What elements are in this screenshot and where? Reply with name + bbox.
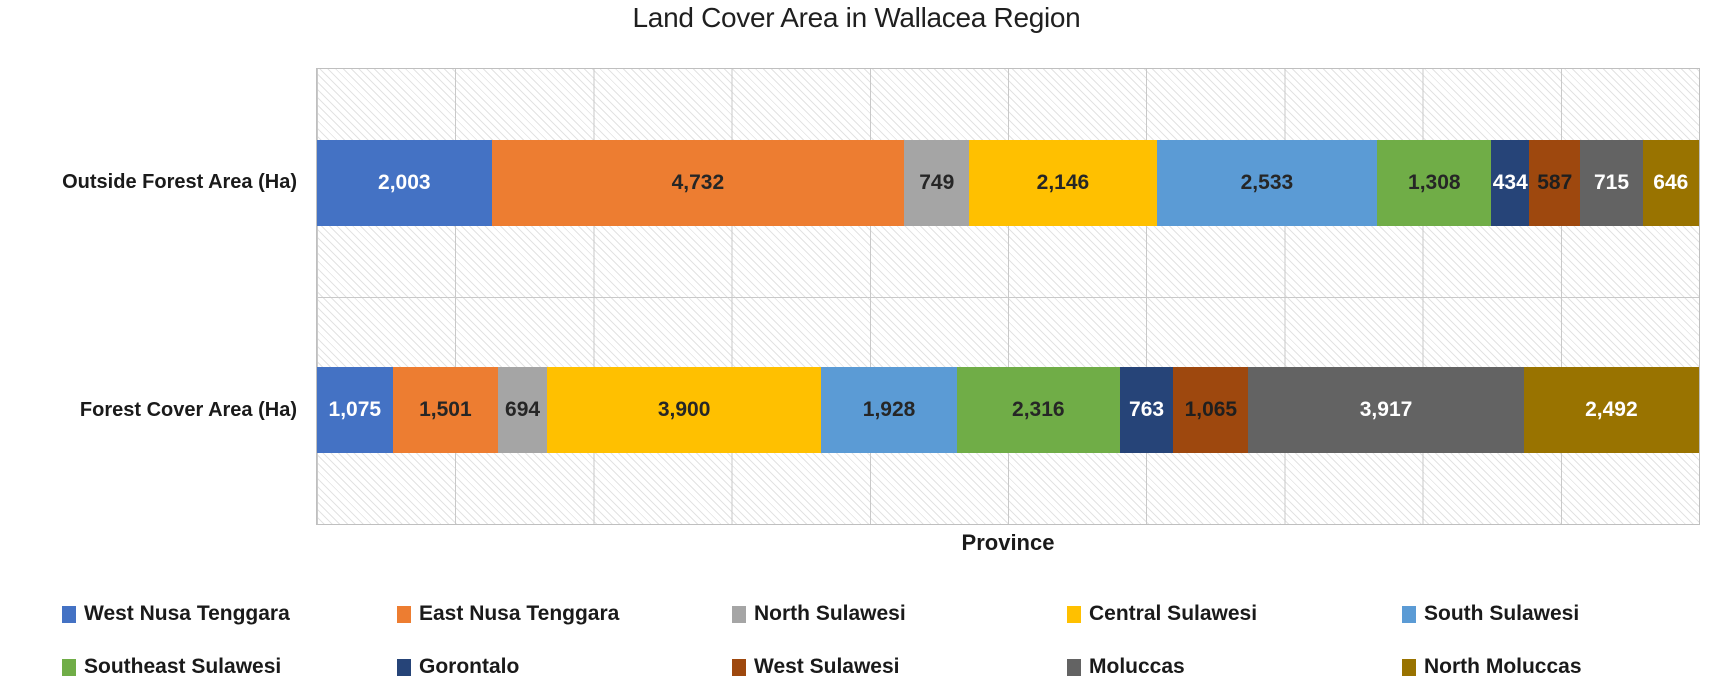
category-separator-gridline [317, 296, 1699, 298]
data-label: 646 [1653, 170, 1689, 194]
legend-item-moluccas: Moluccas [1067, 653, 1402, 681]
legend-swatch-icon [62, 658, 76, 676]
legend-swatch-icon [1067, 605, 1081, 623]
data-label: 2,316 [1012, 398, 1065, 422]
legend-item-gorontalo: Gorontalo [397, 653, 732, 681]
legend-swatch-icon [732, 605, 746, 623]
legend-item-east-nusa-tenggara: East Nusa Tenggara [397, 600, 732, 628]
legend-item-north-moluccas: North Moluccas [1402, 653, 1713, 681]
legend-label: Southeast Sulawesi [84, 655, 282, 678]
data-label: 2,533 [1240, 170, 1294, 194]
bar-segment-north-moluccas: 646 [1642, 139, 1699, 226]
bar-segment-central-sulawesi: 2,146 [969, 139, 1157, 226]
data-label: 1,928 [862, 398, 916, 422]
legend-label: Gorontalo [419, 655, 520, 678]
bar-segment-gorontalo: 763 [1119, 367, 1174, 454]
bar-segment-west-nusa-tenggara: 2,003 [317, 139, 492, 226]
category-label-forest-cover-area-ha-: Forest Cover Area (Ha) [79, 399, 297, 422]
bar-segment-east-nusa-tenggara: 4,732 [491, 139, 905, 226]
data-label: 2,146 [1036, 170, 1090, 194]
bar-row-outside-forest-area-ha-: 2,003 4,732 749 2,146 2,533 1,308 434 587 715 646 [317, 69, 1699, 297]
legend-label: Central Sulawesi [1089, 602, 1258, 625]
legend-swatch-icon [1402, 605, 1416, 623]
bar-segment-north-sulawesi: 694 [498, 367, 547, 454]
legend-label: East Nusa Tenggara [419, 602, 620, 625]
data-label: 3,900 [657, 398, 711, 422]
data-label: 1,308 [1408, 170, 1461, 194]
legend-item-west-sulawesi: West Sulawesi [732, 653, 1067, 681]
data-label: 2,492 [1585, 398, 1638, 422]
legend-label: North Sulawesi [754, 602, 906, 625]
legend-swatch-icon [397, 605, 411, 623]
legend-item-south-sulawesi: South Sulawesi [1402, 600, 1713, 628]
data-label: 715 [1593, 170, 1630, 194]
bar-segment-west-sulawesi: 1,065 [1173, 367, 1249, 454]
bar-segment-central-sulawesi: 3,900 [546, 367, 822, 454]
data-label: 3,917 [1359, 398, 1413, 422]
data-label: 1,501 [419, 398, 472, 422]
legend-swatch-icon [397, 658, 411, 676]
bar-segment-north-sulawesi: 749 [904, 139, 970, 226]
legend-label: North Moluccas [1424, 655, 1582, 678]
bar-segment-moluccas: 715 [1580, 139, 1643, 226]
legend-label: West Sulawesi [754, 655, 900, 678]
legend-label: West Nusa Tenggara [84, 602, 290, 625]
data-label: 434 [1492, 170, 1528, 194]
legend-label: Moluccas [1089, 655, 1185, 678]
legend-swatch-icon [1067, 658, 1081, 676]
data-label: 4,732 [671, 170, 725, 194]
bar-row-forest-cover-area-ha-: 1,075 1,501 694 3,900 1,928 2,316 763 1,065 3,91… [317, 297, 1700, 525]
bar-segment-moluccas: 3,917 [1248, 367, 1524, 454]
plot-area: 2,003 4,732 749 2,146 2,533 1,308 434 587 715 646… [316, 68, 1700, 525]
bar-segment-south-sulawesi: 1,928 [821, 367, 957, 454]
legend-item-west-nusa-tenggara: West Nusa Tenggara [62, 600, 397, 628]
legend-item-southeast-sulawesi: Southeast Sulawesi [62, 653, 397, 681]
bar-segment-south-sulawesi: 2,533 [1156, 139, 1378, 226]
data-label: 587 [1537, 170, 1573, 194]
bar-segment-east-nusa-tenggara: 1,501 [392, 367, 499, 454]
legend-swatch-icon [732, 658, 746, 676]
legend-swatch-icon [62, 605, 76, 623]
bar-segment-west-nusa-tenggara: 1,075 [317, 367, 393, 454]
data-label: 1,075 [328, 398, 382, 422]
bar-segment-gorontalo: 434 [1491, 139, 1530, 226]
bar-segment-southeast-sulawesi: 1,308 [1377, 139, 1492, 226]
data-label: 2,003 [378, 170, 431, 194]
bar-segment-southeast-sulawesi: 2,316 [956, 367, 1120, 454]
legend-item-north-sulawesi: North Sulawesi [732, 600, 1067, 628]
legend-item-central-sulawesi: Central Sulawesi [1067, 600, 1402, 628]
data-label: 749 [919, 170, 955, 194]
category-label-outside-forest-area-ha-: Outside Forest Area (Ha) [62, 170, 297, 193]
x-axis-title: Province [961, 530, 1055, 555]
category-axis: Outside Forest Area (Ha) Forest Cover Are… [0, 68, 306, 525]
chart-title: Land Cover Area in Wallacea Region [632, 2, 1081, 33]
legend-label: South Sulawesi [1424, 602, 1580, 625]
data-label: 763 [1129, 398, 1165, 422]
bar-segment-west-sulawesi: 587 [1529, 139, 1581, 226]
legend-swatch-icon [1402, 658, 1416, 676]
bar-segment-north-moluccas: 2,492 [1523, 367, 1700, 454]
stacked-bar-outside-forest-area-ha-: 2,003 4,732 749 2,146 2,533 1,308 434 587 715 646 [317, 139, 1699, 226]
legend: West Nusa Tenggara East Nusa Tenggara Nort… [62, 600, 1713, 681]
data-label: 694 [505, 398, 541, 422]
stacked-bar-forest-cover-area-ha-: 1,075 1,501 694 3,900 1,928 2,316 763 1,065 3,91… [317, 367, 1700, 454]
data-label: 1,065 [1184, 398, 1238, 422]
